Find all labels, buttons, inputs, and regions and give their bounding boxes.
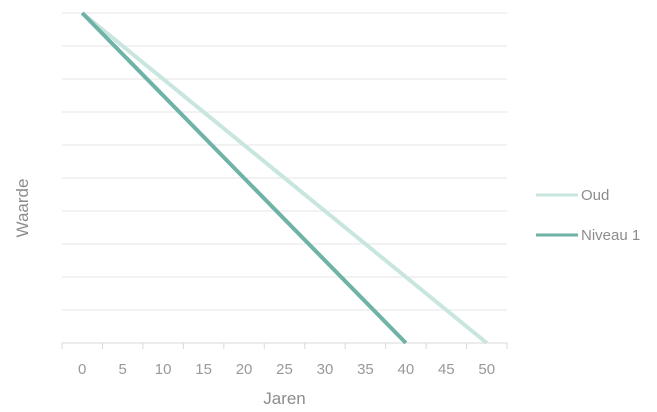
series-lines [80, 11, 489, 345]
x-tick-label: 40 [398, 361, 415, 378]
x-tick-label: 45 [438, 361, 455, 378]
legend-label-niveau-1: Niveau 1 [581, 227, 640, 244]
legend-label-oud: Oud [581, 187, 609, 204]
x-tick-label: 50 [478, 361, 495, 378]
series-line-oud[interactable] [80, 11, 489, 345]
y-axis-title: Waarde [13, 179, 32, 238]
x-tick-label: 5 [119, 361, 127, 378]
x-tick-label: 25 [276, 361, 293, 378]
x-axis-title: Jaren [263, 389, 306, 408]
x-tick-label: 20 [236, 361, 253, 378]
legend-item-niveau-1[interactable]: Niveau 1 [536, 227, 640, 244]
x-axis: 0 5 10 15 20 25 30 35 40 45 50 [61, 343, 508, 378]
x-tick-label: 15 [195, 361, 212, 378]
legend: Oud Niveau 1 [536, 187, 640, 244]
legend-item-oud[interactable]: Oud [536, 187, 609, 204]
x-tick-label: 30 [317, 361, 334, 378]
x-tick-label: 0 [78, 361, 86, 378]
x-tick-label: 10 [155, 361, 172, 378]
x-tick-label: 35 [357, 361, 374, 378]
series-line-niveau-1[interactable] [80, 11, 408, 345]
